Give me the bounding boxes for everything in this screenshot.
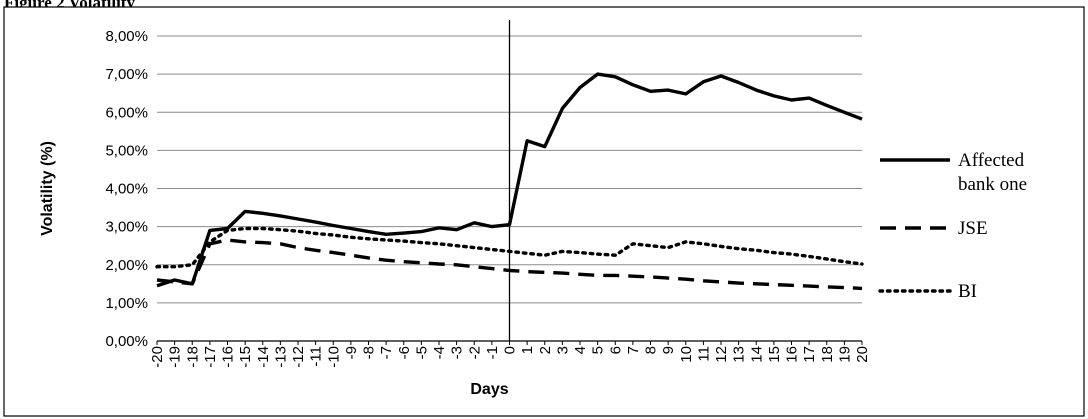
x-axis-title: Days — [470, 381, 508, 398]
x-tick-label: 18 — [819, 346, 836, 363]
y-tick-label: 8,00% — [105, 28, 148, 45]
x-tick-label: 15 — [766, 346, 783, 363]
legend-label-0: Affected bank one — [958, 150, 1027, 195]
x-tick-label: -10 — [325, 346, 342, 368]
legend-label-1: JSE — [958, 218, 988, 239]
x-tick-label: -15 — [237, 346, 254, 368]
y-tick-label: 0,00% — [105, 333, 148, 350]
x-tick-label: -11 — [308, 346, 325, 367]
y-tick-label: 2,00% — [105, 257, 148, 274]
x-tick-label: 5 — [590, 346, 607, 354]
x-tick-label: -20 — [149, 346, 166, 368]
x-tick-label: -5 — [413, 346, 430, 359]
x-tick-label: 9 — [660, 346, 677, 354]
x-tick-label: 11 — [695, 346, 712, 362]
x-tick-label: -1 — [484, 346, 501, 359]
x-tick-label: 2 — [537, 346, 554, 354]
x-tick-label: -4 — [431, 346, 448, 359]
y-tick-label: 5,00% — [105, 142, 148, 159]
y-tick-label: 3,00% — [105, 219, 148, 236]
x-axis-ticks: -20 -19 -18 -17 -16 -15 -14 -13 -12 -11 -10 -9 -8 -7-… — [149, 341, 871, 368]
chart-border — [3, 6, 1085, 417]
y-tick-label: 1,00% — [105, 295, 148, 312]
x-tick-label: 20 — [854, 346, 871, 363]
x-tick-label: -2 — [466, 346, 483, 359]
x-tick-label: 1 — [519, 346, 536, 354]
x-tick-label: -19 — [167, 346, 184, 368]
x-tick-label: 4 — [572, 346, 589, 354]
x-tick-label: -7 — [378, 346, 395, 359]
x-tick-label: -16 — [220, 346, 237, 368]
x-tick-label: 3 — [554, 346, 571, 354]
x-tick-label: -9 — [343, 346, 360, 359]
x-tick-label: 17 — [801, 346, 818, 363]
x-tick-label: 16 — [784, 346, 801, 363]
x-tick-label: -12 — [290, 346, 307, 368]
x-tick-label: 13 — [731, 346, 748, 363]
x-tick-label: 12 — [713, 346, 730, 363]
x-tick-label: 6 — [607, 346, 624, 354]
x-tick-label: -3 — [449, 346, 466, 359]
y-tick-label: 7,00% — [105, 66, 148, 83]
x-tick-label: 8 — [643, 346, 660, 354]
y-tick-label: 4,00% — [105, 181, 148, 198]
x-tick-label: 10 — [678, 346, 695, 363]
x-tick-label: -13 — [272, 346, 289, 368]
y-tick-label: 6,00% — [105, 104, 148, 121]
x-tick-label: -14 — [255, 346, 272, 368]
x-tick-label: -18 — [184, 346, 201, 368]
x-tick-label: -17 — [202, 346, 219, 368]
y-axis-title: Volatility (%) — [39, 141, 56, 236]
x-tick-label: 7 — [625, 346, 642, 354]
y-axis-ticks: 0,00% 1,00% 2,00% 3,00% 4,00% 5,00% 6,00% 7,00%… — [105, 28, 148, 350]
x-tick-label: -8 — [361, 346, 378, 359]
legend: Affected bank one JSE BI — [878, 150, 1027, 302]
x-tick-label: -6 — [396, 346, 413, 359]
x-tick-label: 0 — [502, 346, 519, 354]
x-tick-label: 19 — [836, 346, 853, 363]
legend-label-2: BI — [958, 281, 977, 302]
x-tick-label: 14 — [748, 346, 765, 363]
